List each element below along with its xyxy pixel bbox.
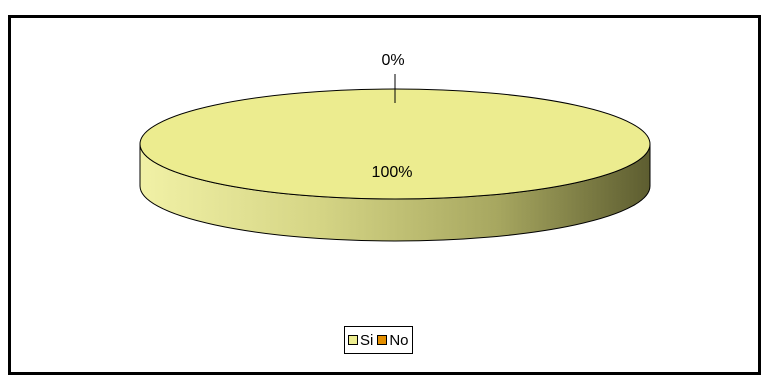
legend-swatch-no xyxy=(377,335,388,345)
data-label-no: 0% xyxy=(381,52,405,69)
legend: Si No xyxy=(344,326,413,354)
legend-label-si: Si xyxy=(360,331,374,349)
data-label-si: 100% xyxy=(371,164,413,181)
legend-item-si: Si xyxy=(348,332,373,349)
legend-label-no: No xyxy=(389,331,409,349)
legend-swatch-si xyxy=(348,335,358,345)
legend-item-no: No xyxy=(377,331,409,349)
pie-slice-si xyxy=(139,88,651,200)
pie-top-layer xyxy=(139,88,651,200)
